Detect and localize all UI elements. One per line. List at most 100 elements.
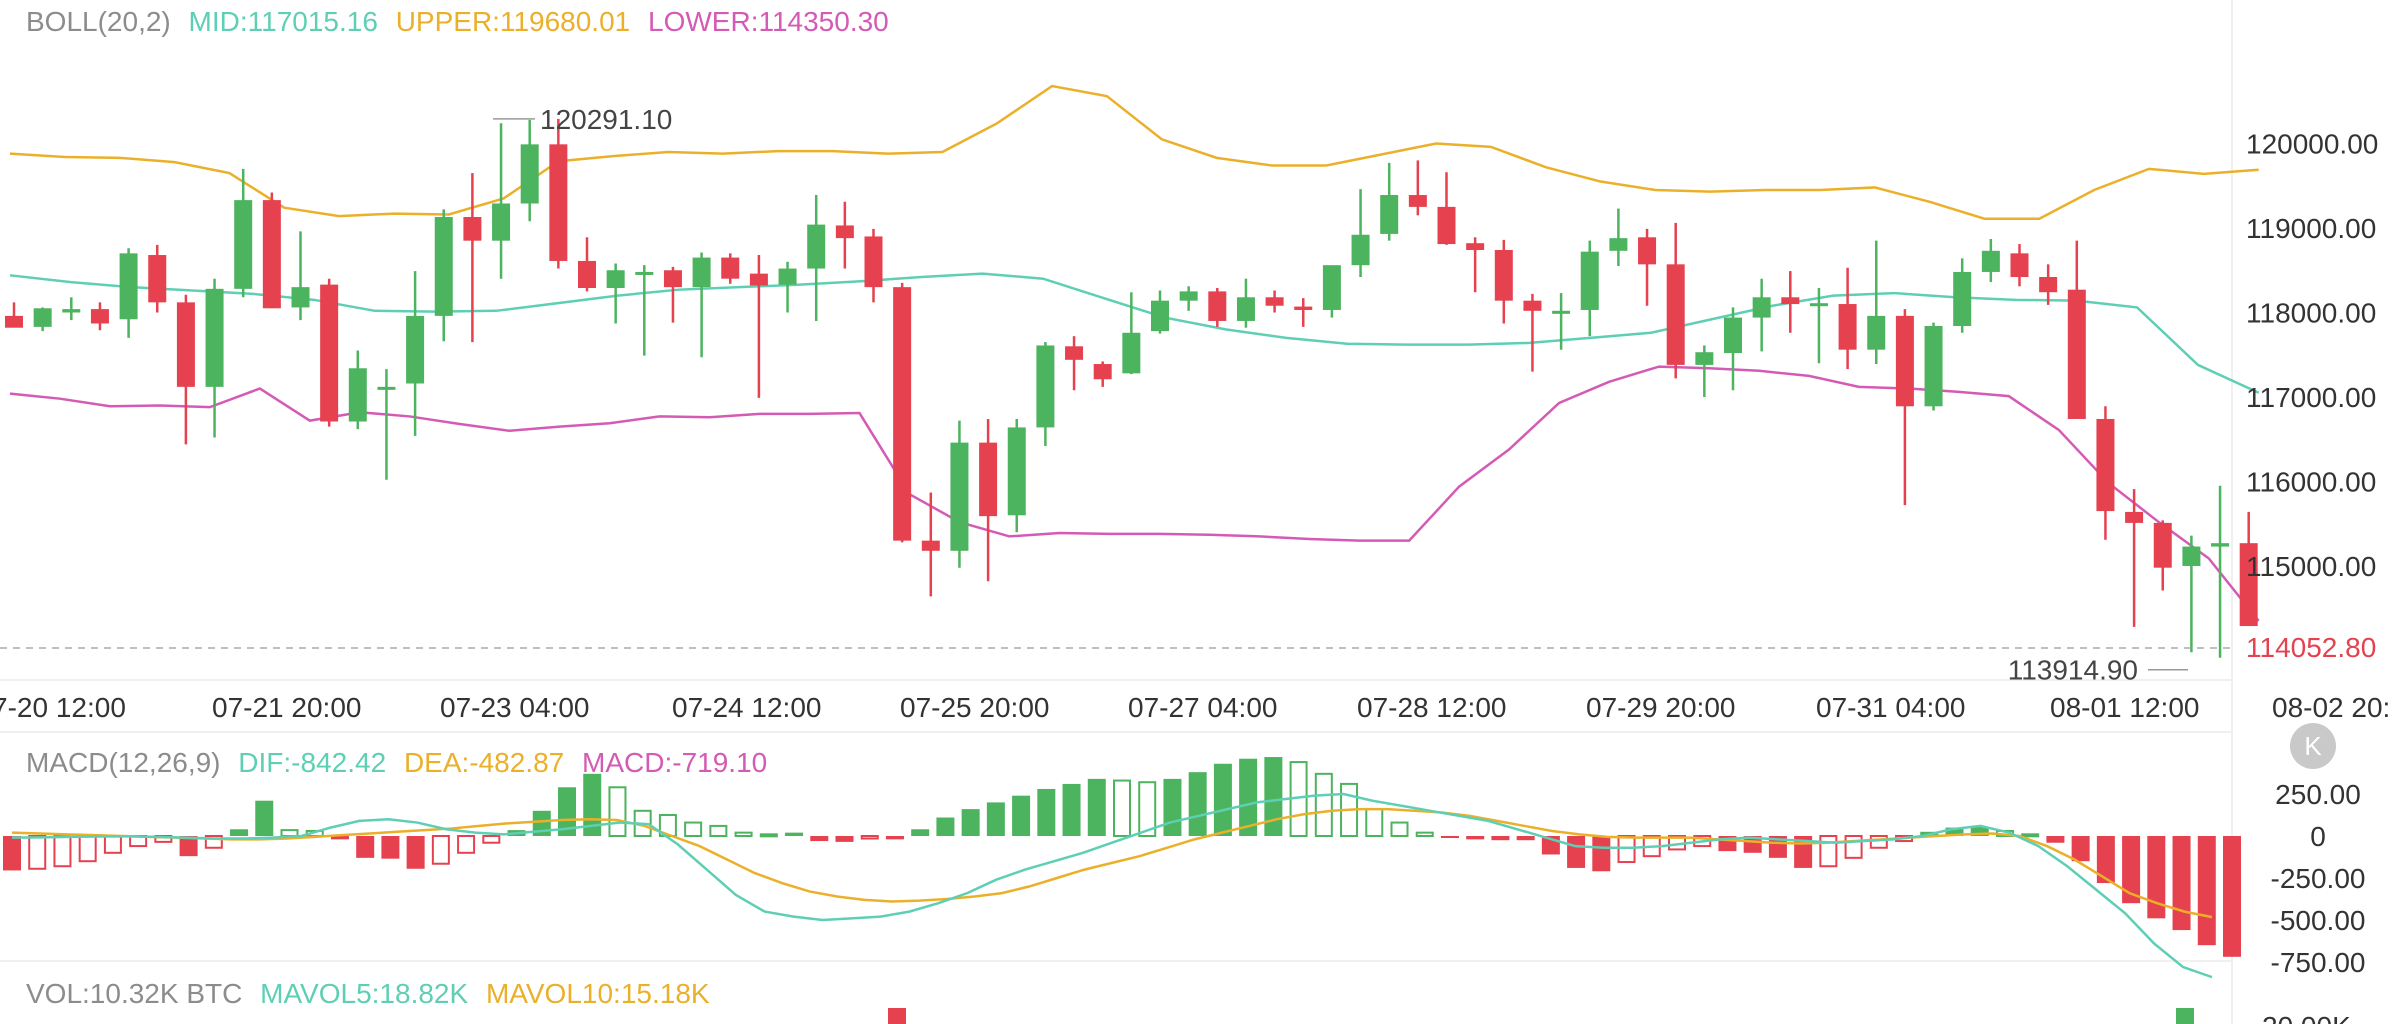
macd-bar [785,832,804,836]
macd-bar [78,835,97,863]
candle-down [1437,206,1456,245]
candle-down [2039,277,2058,293]
candle-down [749,273,768,286]
macd-bar [1365,808,1384,837]
candle-up [1179,291,1198,301]
macd-bar [381,836,400,859]
candle-down [2153,522,2172,568]
time-tick-label: 7-20 12:00 [0,692,126,723]
volume-tick-label: 20.00K [2262,1011,2351,1024]
macd-legend-macd: MACD:-719.10 [582,747,768,778]
candle-down [1466,243,1485,250]
candle-up [119,253,138,320]
macd-axis: 250.00 0 -250.00 -500.00 -750.00 [2271,779,2366,978]
macd-bar [53,835,72,868]
dif-line [11,792,2213,979]
candle-down [463,217,482,241]
candle-up [1036,345,1055,428]
candle-down [1666,264,1685,365]
macd-bar [2071,836,2090,862]
macd-tick-label: -750.00 [2271,947,2366,978]
macd-bar [179,836,198,857]
price-tick-label: 120000.00 [2246,129,2378,160]
macd-bar [1970,826,1989,836]
candle-down [1294,306,1313,310]
macd-bar [457,835,476,854]
macd-bar [1390,821,1409,837]
candle-down [262,200,281,309]
macd-bar [1768,836,1787,858]
macd-bar [1239,758,1258,836]
candle-down [5,315,23,328]
macd-tick-label: 250.00 [2275,779,2361,810]
macd-bar [1163,778,1182,836]
candle-up [291,287,310,308]
macd-bar [835,836,854,842]
time-tick-label: 07-31 04:00 [1816,692,1965,723]
candle-down [864,236,883,288]
candle-up [1695,352,1714,365]
collapse-panel-button[interactable]: K [2290,723,2336,769]
last-price-tag [2236,626,2402,669]
macd-bar [759,833,778,838]
macd-bar [1138,781,1157,837]
volume-bar [888,1008,906,1024]
macd-tick-label: -250.00 [2271,863,2366,894]
candle-down [1208,291,1227,321]
volume-axis: 20.00K [2262,1011,2351,1024]
high-marker-label: 120291.10 [540,104,672,135]
macd-bar [1945,827,1964,836]
candle-down [1065,346,1084,360]
macd-bar [482,835,501,844]
candle-down [1093,364,1112,380]
macd-legend: MACD(12,26,9) DIF:-842.42 DEA:-482.87 MA… [26,747,777,779]
candle-down [2239,543,2258,647]
macd-bar [431,835,450,865]
boll-legend-upper: UPPER:119680.01 [395,6,631,37]
collapse-arrow-icon: K [2304,730,2322,761]
macd-bar [1617,835,1636,864]
candle-up [950,442,969,551]
macd-bar [2122,836,2141,904]
candle-up [1236,297,1255,321]
main-chart-grid [0,0,2233,1024]
bollinger-bands [9,84,2260,622]
candle-up [1580,251,1599,310]
vol-legend-mavol10: MAVOL10:15.18K [485,978,710,1009]
time-axis: 7-20 12:00 07-21 20:00 07-23 04:00 07-24 12… [0,692,2390,723]
price-tick-label: 118000.00 [2246,298,2376,329]
macd-bar [1491,836,1510,841]
macd-bar [2197,836,2216,946]
macd-legend-name: MACD(12,26,9) [26,747,221,778]
candle-up [2211,543,2230,547]
macd-bar [1062,783,1081,836]
macd-bar [103,835,122,854]
volume-bar [2176,1008,2194,1024]
boll-lower-line [9,365,2260,622]
macd-bar [1113,779,1131,837]
candle-down [893,287,912,541]
time-tick-label: 07-28 12:00 [1357,692,1506,723]
macd-bar [558,787,576,836]
time-tick-label: 07-23 04:00 [440,692,589,723]
candle-up [406,315,425,384]
macd-bar [1314,772,1333,838]
candle-up [205,288,224,387]
boll-legend: BOLL(20,2) MID:117015.16 UPPER:119680.01… [26,6,899,38]
macd-bar [961,809,980,836]
macd-bar [2021,833,2040,838]
candlesticks [5,118,2258,658]
candle-down [2125,511,2144,523]
candle-down [663,270,682,288]
candle-up [635,271,654,275]
time-tick-label: 07-29 20:00 [1586,692,1735,723]
time-tick-label: 07-24 12:00 [672,692,821,723]
candle-down [1781,297,1800,305]
macd-bar [2096,836,2115,884]
time-tick-label: 08-01 12:00 [2050,692,2199,723]
macd-lines [11,792,2213,979]
candle-down [2096,418,2115,512]
candle-up [520,144,539,204]
volume-bars [888,1008,2194,1024]
